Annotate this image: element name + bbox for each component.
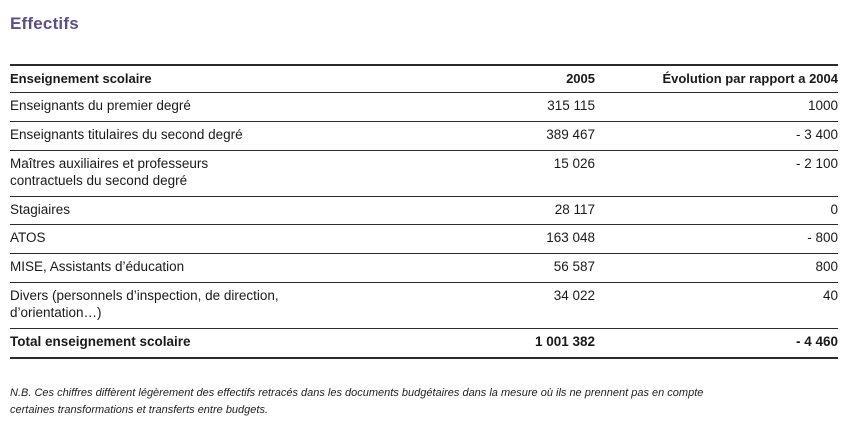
column-header-2005: 2005 <box>350 64 595 93</box>
row-value-evolution: 40 <box>595 282 838 329</box>
total-value-evolution: - 4 460 <box>595 328 838 359</box>
table-row: Enseignants du premier degré 315 115 100… <box>10 92 838 122</box>
row-value-evolution: - 3 400 <box>595 121 838 151</box>
table-row: MISE, Assistants d’éducation 56 587 800 <box>10 253 838 284</box>
row-value-2005: 163 048 <box>350 224 595 255</box>
page-title: Effectifs <box>10 14 79 33</box>
total-label: Total enseignement scolaire <box>10 328 350 359</box>
table-row: Divers (personnels d’inspection, de dire… <box>10 282 838 329</box>
table-row: ATOS 163 048 - 800 <box>10 224 838 255</box>
row-value-evolution: 800 <box>595 253 838 284</box>
table-row: Enseignants titulaires du second degré 3… <box>10 121 838 151</box>
row-value-2005: 315 115 <box>350 92 595 122</box>
column-header-enseignement: Enseignement scolaire <box>10 64 350 93</box>
row-value-2005: 28 117 <box>350 196 595 226</box>
row-label: Stagiaires <box>10 196 350 226</box>
row-value-evolution: - 800 <box>595 224 838 255</box>
row-value-evolution: 0 <box>595 196 838 226</box>
footnote: N.B. Ces chiffres diffèrent légèrement d… <box>10 386 704 416</box>
row-value-evolution: 1000 <box>595 92 838 122</box>
row-label: Maîtres auxiliaires et professeurs contr… <box>10 150 350 197</box>
row-label: Divers (personnels d’inspection, de dire… <box>10 282 350 329</box>
table-row: Stagiaires 28 117 0 <box>10 196 838 226</box>
table-total-row: Total enseignement scolaire 1 001 382 - … <box>10 328 838 359</box>
row-value-2005: 389 467 <box>350 121 595 151</box>
row-value-2005: 56 587 <box>350 253 595 284</box>
row-value-2005: 34 022 <box>350 282 595 329</box>
row-label: Enseignants du premier degré <box>10 92 350 122</box>
row-label: Enseignants titulaires du second degré <box>10 121 350 151</box>
column-header-evolution: Évolution par rapport a 2004 <box>595 64 838 93</box>
row-value-evolution: - 2 100 <box>595 150 838 197</box>
table-header-row: Enseignement scolaire 2005 Évolution par… <box>10 64 838 93</box>
row-label: ATOS <box>10 224 350 255</box>
row-label: MISE, Assistants d’éducation <box>10 253 350 284</box>
total-value-2005: 1 001 382 <box>350 328 595 359</box>
effectifs-table: Enseignement scolaire 2005 Évolution par… <box>10 64 838 359</box>
table-row: Maîtres auxiliaires et professeurs contr… <box>10 150 838 197</box>
row-value-2005: 15 026 <box>350 150 595 197</box>
